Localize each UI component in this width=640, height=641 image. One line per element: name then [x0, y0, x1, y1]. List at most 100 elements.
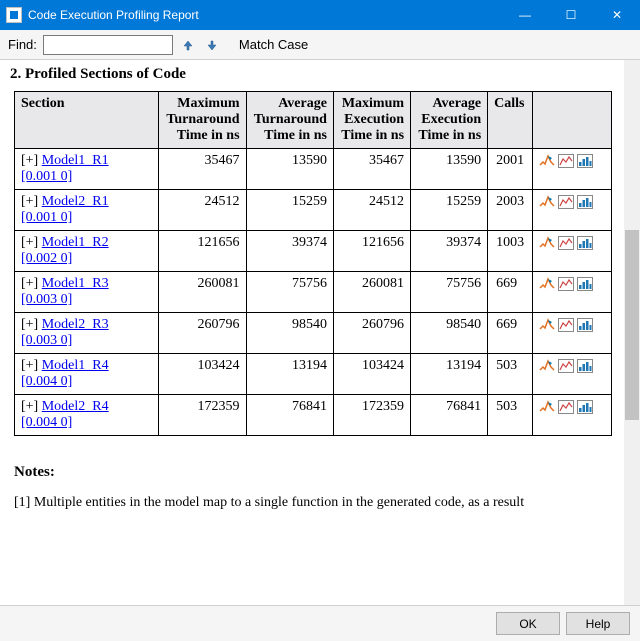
notes-heading: Notes: [14, 464, 626, 481]
section-sub-link[interactable]: [0.002 0] [21, 251, 72, 266]
cell-maxexec: 35467 [333, 149, 410, 190]
cell-maxexec: 24512 [333, 190, 410, 231]
bar-chart-icon[interactable] [577, 318, 593, 332]
cell-maxturn: 103424 [159, 354, 246, 395]
section-link[interactable]: Model2_R4 [42, 399, 109, 414]
line-chart-icon[interactable] [558, 195, 574, 209]
bar-chart-icon[interactable] [577, 400, 593, 414]
table-row: [+] Model1_R3[0.003 0]260081757562600817… [15, 272, 612, 313]
matlab-icon[interactable] [539, 154, 555, 168]
content-area: ▲ 2. Profiled Sections of Code Section M… [0, 60, 640, 605]
matlab-icon[interactable] [539, 359, 555, 373]
line-chart-icon[interactable] [558, 154, 574, 168]
expand-toggle[interactable]: [+] [21, 235, 42, 250]
line-chart-icon[interactable] [558, 236, 574, 250]
section-sub-link[interactable]: [0.001 0] [21, 210, 72, 225]
window-title: Code Execution Profiling Report [28, 8, 502, 22]
bar-chart-icon[interactable] [577, 236, 593, 250]
table-row: [+] Model1_R2[0.002 0]121656393741216563… [15, 231, 612, 272]
expand-toggle[interactable]: [+] [21, 317, 42, 332]
bar-chart-icon[interactable] [577, 154, 593, 168]
section-heading: 2. Profiled Sections of Code [10, 66, 626, 83]
cell-maxexec: 260081 [333, 272, 410, 313]
expand-toggle[interactable]: [+] [21, 276, 42, 291]
cell-avgturn: 39374 [246, 231, 333, 272]
table-row: [+] Model2_R1[0.001 0]245121525924512152… [15, 190, 612, 231]
section-sub-link[interactable]: [0.004 0] [21, 374, 72, 389]
section-sub-link[interactable]: [0.004 0] [21, 415, 72, 430]
cell-maxexec: 121656 [333, 231, 410, 272]
line-chart-icon[interactable] [558, 277, 574, 291]
close-button[interactable]: ✕ [594, 0, 640, 30]
minimize-button[interactable]: — [502, 0, 548, 30]
expand-toggle[interactable]: [+] [21, 194, 42, 209]
matlab-icon[interactable] [539, 195, 555, 209]
cell-avgturn: 13590 [246, 149, 333, 190]
matlab-icon[interactable] [539, 277, 555, 291]
cell-calls: 503 [488, 354, 533, 395]
maximize-button[interactable]: ☐ [548, 0, 594, 30]
section-link[interactable]: Model1_R1 [42, 153, 109, 168]
table-row: [+] Model2_R3[0.003 0]260796985402607969… [15, 313, 612, 354]
cell-calls: 503 [488, 395, 533, 436]
find-prev-button[interactable] [179, 36, 197, 54]
section-link[interactable]: Model2_R3 [42, 317, 109, 332]
find-next-button[interactable] [203, 36, 221, 54]
expand-toggle[interactable]: [+] [21, 153, 42, 168]
col-calls: Calls [488, 92, 533, 149]
line-chart-icon[interactable] [558, 400, 574, 414]
cell-avgexec: 75756 [411, 272, 488, 313]
col-section: Section [15, 92, 159, 149]
table-row: [+] Model1_R4[0.004 0]103424131941034241… [15, 354, 612, 395]
cell-calls: 1003 [488, 231, 533, 272]
line-chart-icon[interactable] [558, 318, 574, 332]
matlab-icon[interactable] [539, 236, 555, 250]
cell-avgexec: 13590 [411, 149, 488, 190]
bar-chart-icon[interactable] [577, 359, 593, 373]
expand-toggle[interactable]: [+] [21, 399, 42, 414]
section-link[interactable]: Model1_R3 [42, 276, 109, 291]
profiling-table: Section Maximum Turnaround Time in ns Av… [14, 91, 612, 436]
help-button[interactable]: Help [566, 612, 630, 635]
titlebar: Code Execution Profiling Report — ☐ ✕ [0, 0, 640, 30]
line-chart-icon[interactable] [558, 359, 574, 373]
cell-avgexec: 76841 [411, 395, 488, 436]
col-maxturn: Maximum Turnaround Time in ns [159, 92, 246, 149]
cell-maxturn: 260081 [159, 272, 246, 313]
col-maxexec: Maximum Execution Time in ns [333, 92, 410, 149]
ok-button[interactable]: OK [496, 612, 560, 635]
section-link[interactable]: Model1_R4 [42, 358, 109, 373]
app-icon [6, 7, 22, 23]
scrollbar-thumb[interactable] [625, 230, 639, 420]
matlab-icon[interactable] [539, 318, 555, 332]
find-input[interactable] [43, 35, 173, 55]
matlab-icon[interactable] [539, 400, 555, 414]
find-toolbar: Find: Match Case [0, 30, 640, 60]
cell-avgturn: 13194 [246, 354, 333, 395]
cell-maxexec: 260796 [333, 313, 410, 354]
cell-avgexec: 39374 [411, 231, 488, 272]
section-link[interactable]: Model1_R2 [42, 235, 109, 250]
cell-maxexec: 172359 [333, 395, 410, 436]
bar-chart-icon[interactable] [577, 277, 593, 291]
col-actions [532, 92, 611, 149]
cell-maxturn: 172359 [159, 395, 246, 436]
cell-calls: 669 [488, 272, 533, 313]
section-link[interactable]: Model2_R1 [42, 194, 109, 209]
cell-avgexec: 98540 [411, 313, 488, 354]
cell-avgturn: 98540 [246, 313, 333, 354]
section-sub-link[interactable]: [0.001 0] [21, 169, 72, 184]
cell-avgturn: 75756 [246, 272, 333, 313]
expand-toggle[interactable]: [+] [21, 358, 42, 373]
match-case-label[interactable]: Match Case [239, 37, 308, 52]
cell-maxturn: 121656 [159, 231, 246, 272]
section-sub-link[interactable]: [0.003 0] [21, 292, 72, 307]
col-avgexec: Average Execution Time in ns [411, 92, 488, 149]
cell-calls: 2003 [488, 190, 533, 231]
vertical-scrollbar[interactable] [624, 60, 640, 605]
cell-calls: 2001 [488, 149, 533, 190]
bar-chart-icon[interactable] [577, 195, 593, 209]
cell-maxturn: 35467 [159, 149, 246, 190]
section-sub-link[interactable]: [0.003 0] [21, 333, 72, 348]
table-row: [+] Model2_R4[0.004 0]172359768411723597… [15, 395, 612, 436]
